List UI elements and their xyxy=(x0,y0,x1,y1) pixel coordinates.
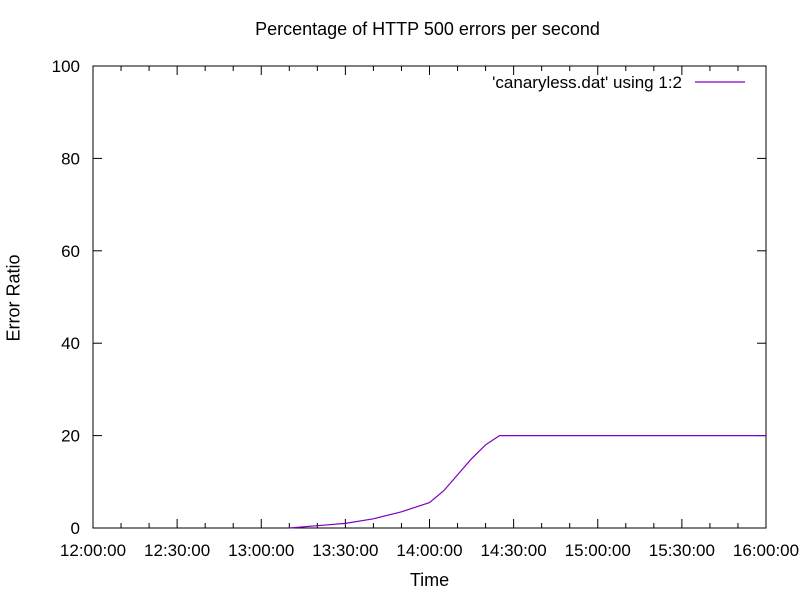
x-tick-label: 15:00:00 xyxy=(565,541,631,560)
plot-border xyxy=(92,65,767,529)
x-tick-label: 14:30:00 xyxy=(481,541,547,560)
chart-title: Percentage of HTTP 500 errors per second xyxy=(255,19,600,39)
x-tick-label: 16:00:00 xyxy=(733,541,799,560)
x-tick-label: 13:00:00 xyxy=(228,541,294,560)
x-tick-label: 13:30:00 xyxy=(312,541,378,560)
legend-label: 'canaryless.dat' using 1:2 xyxy=(492,73,682,92)
x-axis-label: Time xyxy=(409,570,450,590)
x-tick-label: 12:00:00 xyxy=(60,541,126,560)
series-line xyxy=(289,435,766,529)
y-tick-label: 100 xyxy=(52,57,80,76)
y-tick-label: 60 xyxy=(61,242,80,261)
y-tick-label: 80 xyxy=(61,149,80,168)
x-tick-label: 15:30:00 xyxy=(649,541,715,560)
y-tick-label: 40 xyxy=(61,334,80,353)
y-tick-label: 20 xyxy=(61,427,80,446)
x-tick-label: 12:30:00 xyxy=(144,541,210,560)
y-tick-label: 0 xyxy=(71,519,80,538)
x-tick-label: 14:00:00 xyxy=(396,541,462,560)
